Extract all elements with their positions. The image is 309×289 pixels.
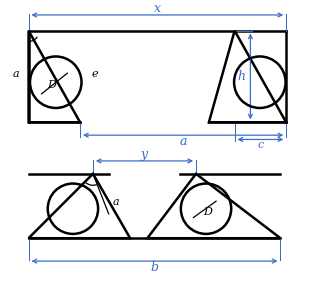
Text: x: x	[154, 2, 161, 15]
Text: a: a	[179, 135, 187, 148]
Text: a: a	[13, 68, 19, 79]
Text: h: h	[238, 70, 246, 83]
Text: D: D	[48, 80, 56, 90]
Text: c: c	[257, 140, 264, 150]
Text: y: y	[141, 148, 148, 161]
Text: b: b	[150, 261, 159, 274]
Text: a: a	[113, 197, 120, 208]
Text: D: D	[203, 207, 212, 216]
Text: e: e	[91, 69, 98, 79]
